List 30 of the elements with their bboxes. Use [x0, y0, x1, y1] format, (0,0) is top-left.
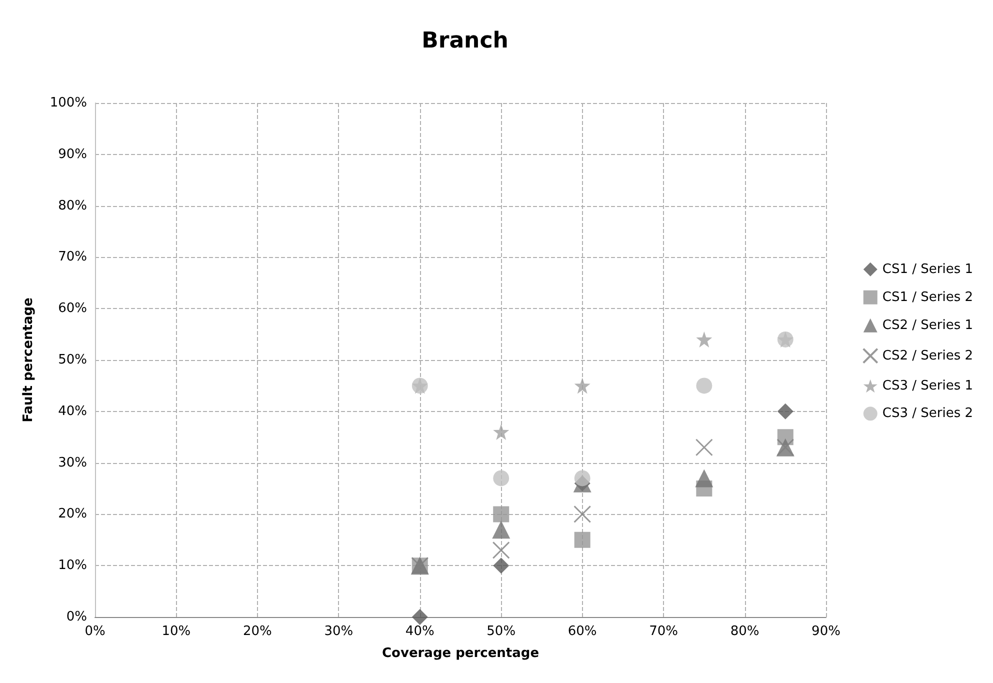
- x-tick-label: 20%: [242, 624, 272, 639]
- x-tick-label: 60%: [568, 624, 597, 639]
- legend-label: CS2 / Series 1: [882, 318, 974, 333]
- y-axis-title: Fault percentage: [21, 297, 36, 422]
- x-tick-label: 0%: [84, 624, 106, 639]
- y-tick-label: 20%: [58, 506, 87, 522]
- y-tick-label: 50%: [58, 352, 87, 368]
- x-tick-label: 70%: [649, 624, 678, 639]
- chart-title: Branch: [422, 28, 508, 54]
- y-tick-label: 0%: [66, 610, 87, 624]
- y-tick-label: 60%: [58, 301, 87, 316]
- y-tick-label: 70%: [58, 250, 87, 265]
- legend-label: CS3 / Series 1: [882, 378, 974, 394]
- y-tick-label: 40%: [58, 404, 87, 419]
- y-tick-label: 100%: [50, 96, 87, 110]
- legend-label: CS1 / Series 2: [882, 290, 974, 305]
- legend-label: CS3 / Series 2: [882, 406, 974, 422]
- y-tick-label: 30%: [58, 455, 87, 470]
- x-tick-label: 10%: [162, 624, 191, 639]
- x-tick-label: 30%: [324, 624, 354, 639]
- legend-label: CS2 / Series 2: [882, 348, 974, 364]
- y-tick-label: 80%: [58, 198, 87, 214]
- x-axis-title: Coverage percentage: [382, 646, 540, 661]
- legend-label: CS1 / Series 1: [882, 262, 974, 277]
- x-tick-label: 40%: [405, 624, 434, 639]
- x-tick-label: 80%: [730, 624, 760, 639]
- x-tick-label: 90%: [812, 624, 840, 639]
- y-tick-label: 10%: [58, 558, 87, 574]
- y-tick-label: 90%: [58, 146, 87, 162]
- x-tick-label: 50%: [486, 624, 516, 639]
